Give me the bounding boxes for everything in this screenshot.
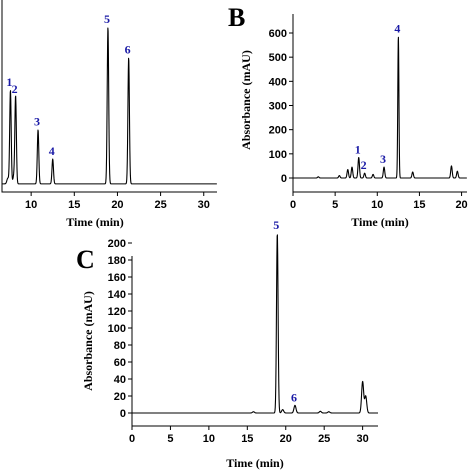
x-tick-label: 20 <box>280 433 292 445</box>
peak-label: 1 <box>6 75 12 89</box>
y-tick-label: 0 <box>281 173 287 185</box>
y-tick-label: 180 <box>108 255 126 267</box>
panel-b-trace <box>292 36 468 179</box>
peak-label: 5 <box>273 218 279 232</box>
y-tick-label: 140 <box>108 289 126 301</box>
x-tick-label: 25 <box>318 433 330 445</box>
x-tick-label: 15 <box>68 199 80 211</box>
x-tick-label: 25 <box>154 199 166 211</box>
y-tick-label: 100 <box>108 323 126 335</box>
peak-label: 4 <box>49 144 55 158</box>
panel-c-peak-labels: 56 <box>273 218 297 405</box>
x-tick-label: 30 <box>357 433 369 445</box>
panel-b-letter: B <box>228 3 245 32</box>
y-tick-label: 80 <box>114 340 126 352</box>
y-tick-label: 0 <box>120 408 126 420</box>
panel-a: 10 15 20 25 30 1 2 3 4 5 6 Time (min) <box>1 0 218 229</box>
x-tick-label: 30 <box>198 199 210 211</box>
x-tick-label: 20 <box>455 199 467 211</box>
x-tick-label: 15 <box>413 199 425 211</box>
panel-c-axes <box>131 256 378 427</box>
x-tick-label: 5 <box>167 433 173 445</box>
x-tick-label: 10 <box>25 199 37 211</box>
y-tick-label: 20 <box>114 391 126 403</box>
peak-label: 4 <box>394 22 400 36</box>
x-tick-label: 15 <box>241 433 253 445</box>
x-tick-label: 0 <box>290 199 296 211</box>
y-tick-label: 120 <box>108 306 126 318</box>
panel-c-ticks: 0 5 10 15 20 25 30 0 20 40 60 80 100 120 140 160 180 200 <box>108 238 369 445</box>
y-tick-label: 200 <box>108 238 126 250</box>
panel-a-peak-labels: 1 2 3 4 5 6 <box>6 12 130 158</box>
y-tick-label: 600 <box>269 28 287 40</box>
panel-c-y-axis-title: Absorbance (mAU) <box>81 291 95 391</box>
x-tick-label: 20 <box>111 199 123 211</box>
peak-label: 6 <box>125 42 131 56</box>
peak-label: 6 <box>291 390 297 404</box>
panel-b-x-axis-title: Time (min) <box>351 215 408 229</box>
x-tick-label: 10 <box>203 433 215 445</box>
peak-label: 3 <box>380 152 386 166</box>
panel-a-trace <box>1 27 218 185</box>
peak-label: 5 <box>104 12 110 26</box>
y-tick-label: 400 <box>269 76 287 88</box>
peak-label: 2 <box>361 158 367 172</box>
peak-label: 2 <box>12 82 18 96</box>
panel-b-y-axis-title: Absorbance (mAU) <box>239 50 253 150</box>
x-tick-label: 0 <box>129 433 135 445</box>
y-tick-label: 300 <box>269 101 287 113</box>
x-tick-label: 10 <box>371 199 383 211</box>
peak-label: 1 <box>355 142 361 156</box>
panel-a-x-ticks: 10 15 20 25 30 <box>25 192 210 211</box>
panel-b-peak-labels: 12 3 4 <box>355 22 401 173</box>
peak-label: 3 <box>34 115 40 129</box>
y-tick-label: 100 <box>269 149 287 161</box>
y-tick-label: 200 <box>269 125 287 137</box>
x-tick-label: 5 <box>332 199 338 211</box>
y-tick-label: 500 <box>269 52 287 64</box>
panel-c-x-axis-title: Time (min) <box>226 456 283 470</box>
panel-c-trace <box>131 234 379 414</box>
y-tick-label: 160 <box>108 272 126 284</box>
panel-a-axes <box>1 0 217 193</box>
panel-a-x-axis-title: Time (min) <box>66 215 123 229</box>
y-tick-label: 60 <box>114 357 126 369</box>
y-tick-label: 40 <box>114 374 126 386</box>
panel-c-letter: C <box>76 245 95 274</box>
panel-c: C 0 5 10 15 20 25 30 0 20 40 60 80 100 120 140 160 180 20… <box>76 218 379 470</box>
